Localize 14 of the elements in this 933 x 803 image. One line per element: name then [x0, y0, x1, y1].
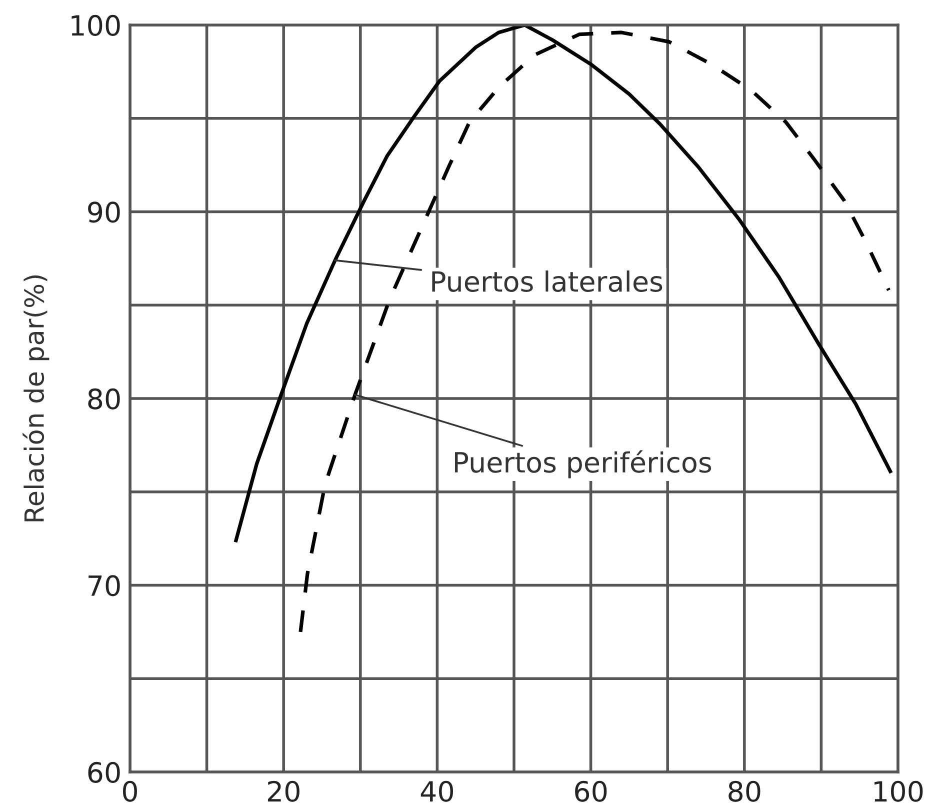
- y-tick-label: 80: [88, 388, 120, 410]
- y-axis-title: Relación de par(%): [22, 275, 50, 522]
- y-tick-label: 60: [88, 762, 120, 783]
- x-tick-label: 0: [122, 780, 137, 802]
- y-tick-label: 90: [88, 202, 120, 223]
- x-tick-label: 80: [728, 780, 760, 802]
- x-tick-label: 40: [420, 780, 454, 802]
- y-tick-label: 100: [72, 14, 120, 36]
- annotation: Puertos laterales: [432, 270, 662, 292]
- x-tick-label: 20: [268, 780, 300, 802]
- annotation: Puertos periféricos: [454, 450, 712, 478]
- x-tick-label: 60: [575, 780, 607, 802]
- y-tick-label: 70: [88, 575, 120, 596]
- x-tick-label: 100: [874, 780, 923, 802]
